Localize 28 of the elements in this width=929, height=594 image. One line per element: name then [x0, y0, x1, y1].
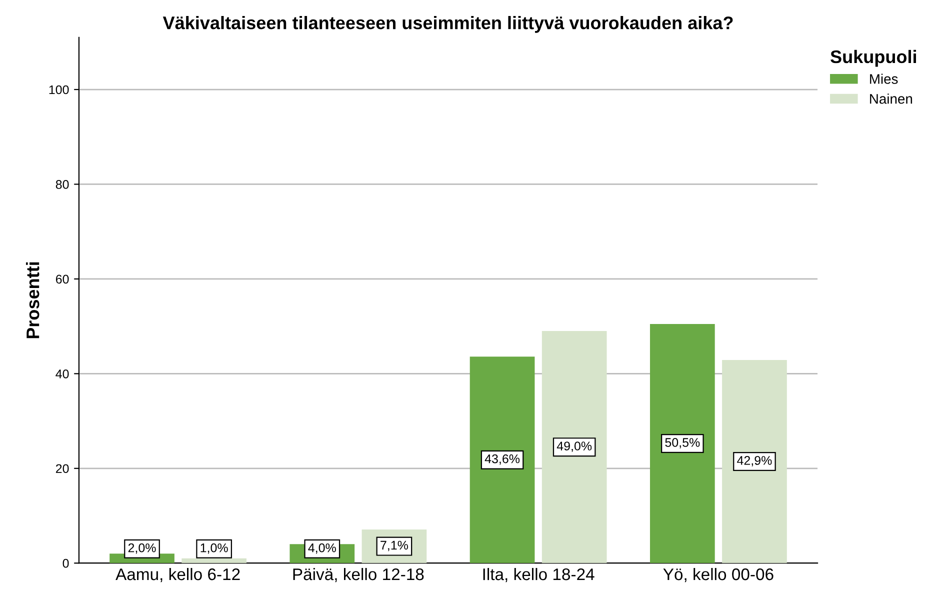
data-label: 2,0% [128, 543, 156, 554]
y-tick-label: 100 [49, 85, 69, 94]
legend-title: Sukupuoli [830, 50, 916, 67]
x-tick-label: Päivä, kello 12-18 [293, 568, 424, 582]
data-label: 49,0% [556, 442, 592, 452]
data-label: 7,1% [380, 540, 408, 552]
y-axis-title: Prosentti [26, 262, 40, 338]
data-label: 1,0% [200, 543, 228, 554]
data-label: 43,6% [484, 454, 520, 465]
bar [722, 360, 787, 564]
chart-title: Väkivaltaiseen tilanteeseen useimmiten liittyvä vuorokauden aika? [162, 16, 733, 33]
bar [470, 356, 535, 564]
y-tick-label: 40 [56, 369, 69, 378]
y-tick-label: 60 [56, 274, 69, 284]
x-tick-label: Ilta, kello 18-24 [483, 568, 594, 582]
legend-label: Mies [870, 74, 898, 84]
y-tick-label: 80 [56, 180, 69, 189]
bar [650, 324, 715, 564]
y-tick-label: 0 [62, 558, 69, 568]
x-tick-label: Yö, kello 00-06 [663, 568, 774, 582]
legend-label: Nainen [870, 94, 912, 104]
data-label: 42,9% [737, 456, 772, 466]
x-tick-label: Aamu, kello 6-12 [116, 568, 240, 582]
bar [182, 558, 246, 564]
data-label: 50,5% [665, 438, 700, 448]
y-tick-label: 20 [56, 464, 69, 474]
bar [542, 331, 607, 564]
data-label: 4,0% [308, 543, 336, 554]
